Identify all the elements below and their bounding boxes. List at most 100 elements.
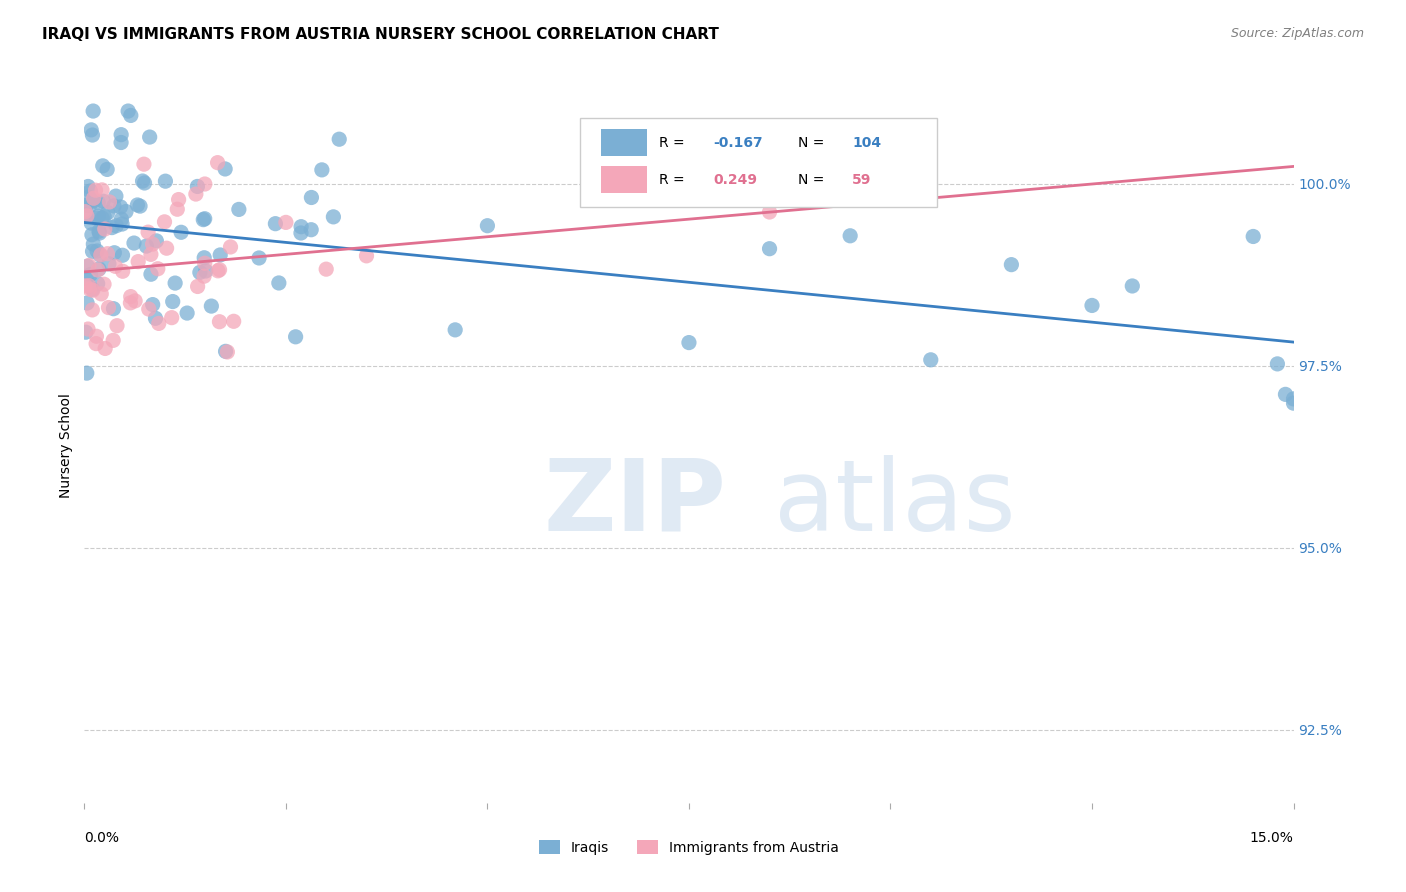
Point (97, 301, 120, 315)
Point (83, 194, 105, 208)
Point (129, 199, 152, 213)
Point (134, 176, 156, 190)
Point (311, 162, 333, 177)
Point (136, 225, 159, 239)
Point (267, 276, 290, 290)
Point (290, 226, 312, 240)
Point (194, 264, 217, 278)
Point (103, 199, 125, 213)
Point (274, 215, 297, 229)
Point (75, 204, 97, 219)
Point (98, 194, 121, 209)
Point (101, 334, 124, 348)
Point (162, 294, 184, 309)
Point (142, 237, 165, 252)
Point (97, 257, 120, 271)
Point (84, 336, 107, 351)
Point (82, 302, 104, 317)
Point (80, 123, 103, 137)
Point (217, 345, 239, 359)
Point (145, 311, 167, 326)
Point (1274, 387, 1296, 401)
Point (219, 240, 242, 254)
Point (1241, 229, 1264, 244)
Point (208, 262, 231, 277)
Point (758, 205, 780, 219)
Point (127, 254, 149, 268)
Point (839, 228, 862, 243)
Point (193, 251, 215, 265)
Point (214, 344, 236, 359)
Point (75, 198, 97, 212)
Point (82, 283, 104, 297)
Point (299, 190, 322, 204)
Y-axis label: Nursery School: Nursery School (59, 393, 73, 499)
Point (90, 248, 112, 262)
Point (91, 194, 114, 209)
Point (167, 193, 190, 207)
Point (79, 282, 101, 296)
Point (91, 159, 114, 173)
Point (80, 216, 103, 230)
Point (104, 189, 127, 203)
Point (222, 314, 245, 328)
Point (209, 248, 232, 262)
Point (79, 184, 101, 198)
Point (186, 179, 208, 194)
Point (477, 219, 499, 233)
Legend: Iraqis, Immigrants from Austria: Iraqis, Immigrants from Austria (533, 834, 845, 860)
Point (101, 220, 124, 235)
Text: 59: 59 (852, 173, 872, 186)
FancyBboxPatch shape (600, 129, 647, 156)
Point (89, 226, 111, 240)
Point (82, 244, 104, 259)
Point (322, 210, 344, 224)
Text: N =: N = (797, 136, 828, 150)
Text: N =: N = (797, 173, 828, 186)
Point (77, 179, 100, 194)
Point (328, 132, 350, 146)
Point (110, 128, 132, 142)
Point (228, 202, 250, 217)
Point (208, 315, 231, 329)
Point (77, 278, 100, 293)
Point (678, 335, 700, 350)
Point (145, 234, 167, 248)
Point (96, 162, 118, 177)
Point (77, 259, 100, 273)
Point (103, 301, 125, 316)
Point (93, 210, 115, 224)
Point (299, 223, 322, 237)
Point (86, 211, 108, 225)
Text: 0.0%: 0.0% (84, 831, 120, 846)
Point (87, 262, 110, 277)
Point (176, 306, 198, 320)
Point (214, 161, 236, 176)
Point (77, 322, 100, 336)
Point (200, 299, 222, 313)
Point (90, 286, 112, 301)
Point (194, 177, 217, 191)
Point (75, 271, 97, 285)
Point (160, 310, 183, 325)
Point (127, 198, 149, 212)
Point (188, 265, 211, 279)
Point (142, 297, 165, 311)
Text: 104: 104 (852, 136, 882, 150)
Text: ZIP: ZIP (544, 455, 727, 551)
Point (103, 245, 125, 260)
Point (132, 157, 155, 171)
Point (87, 195, 110, 210)
Point (165, 276, 187, 290)
Point (122, 235, 145, 250)
Point (247, 251, 270, 265)
Text: 15.0%: 15.0% (1250, 831, 1294, 846)
Point (187, 279, 209, 293)
Point (131, 174, 153, 188)
Point (155, 241, 177, 255)
Text: 0.249: 0.249 (713, 173, 756, 186)
Point (111, 264, 134, 278)
Point (82, 282, 104, 296)
Point (290, 219, 312, 234)
Point (75, 278, 97, 293)
